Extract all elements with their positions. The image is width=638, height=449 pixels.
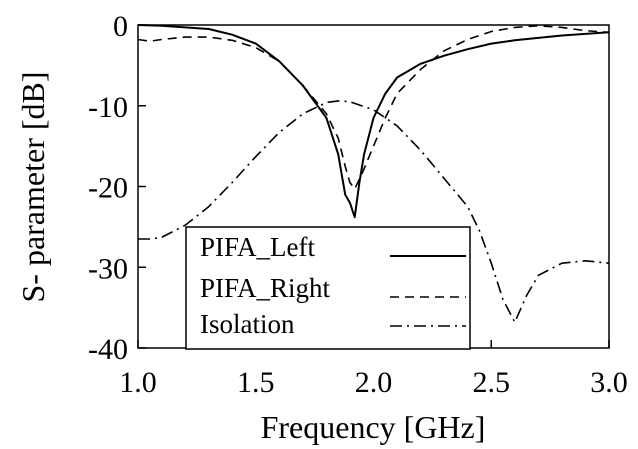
x-tick-label: 1.5 bbox=[237, 366, 275, 399]
legend-label-isolation: Isolation bbox=[200, 309, 295, 339]
y-tick-label: -30 bbox=[88, 252, 128, 285]
series-line-pifa-right bbox=[137, 24, 610, 190]
y-tick-label: 0 bbox=[113, 10, 128, 43]
x-tick-label: 1.0 bbox=[119, 366, 157, 399]
legend-label-pifa-left: PIFA_Left bbox=[200, 232, 315, 262]
x-tick-label: 2.5 bbox=[473, 366, 511, 399]
y-tick-label: -10 bbox=[88, 91, 128, 124]
legend-label-pifa-right: PIFA_Right bbox=[200, 273, 331, 303]
y-axis-title: S- parameter [dB] bbox=[15, 71, 51, 302]
y-tick-label: -40 bbox=[88, 333, 128, 366]
x-axis-title: Frequency [GHz] bbox=[261, 409, 486, 445]
series-line-pifa-left bbox=[137, 24, 610, 219]
x-tick-label: 3.0 bbox=[590, 366, 628, 399]
series-layer bbox=[137, 24, 610, 324]
y-tick-label: -20 bbox=[88, 172, 128, 205]
legend-box bbox=[185, 226, 471, 350]
x-tick-label: 2.0 bbox=[355, 366, 393, 399]
ticks-layer: 1.0 1.5 2.0 2.5 3.0 0 -10 -20 -30 -40 bbox=[88, 10, 628, 399]
legend: PIFA_Left PIFA_Right Isolation bbox=[185, 226, 471, 350]
